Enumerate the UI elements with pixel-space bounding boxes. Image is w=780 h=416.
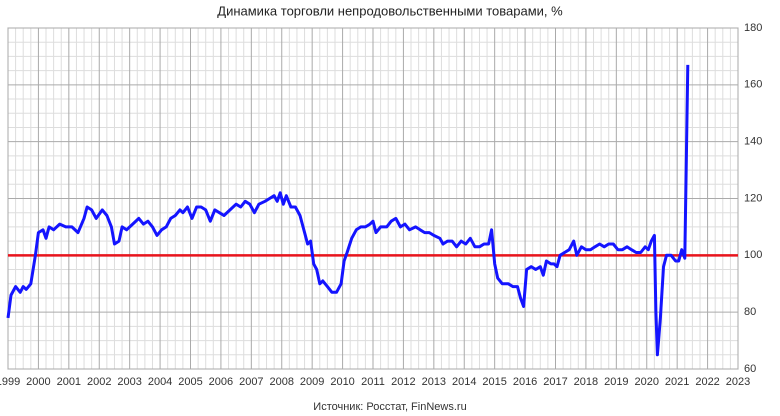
x-tick-label: 2016 [513,376,537,388]
x-tick-label: 2019 [604,376,628,388]
x-tick-label: 2023 [726,376,750,388]
x-tick-label: 2017 [543,376,567,388]
x-tick-label: 2020 [635,376,659,388]
y-tick-label: 80 [744,306,756,318]
y-tick-label: 140 [744,136,762,148]
x-tick-label: 2004 [148,376,172,388]
x-tick-label: 1999 [0,376,20,388]
data-line [6,64,690,357]
x-tick-label: 2009 [300,376,324,388]
x-tick-label: 2006 [209,376,233,388]
y-tick-label: 180 [744,22,762,34]
y-tick-label: 160 [744,79,762,91]
y-tick-label: 100 [744,249,762,261]
x-tick-label: 2000 [26,376,50,388]
x-tick-label: 2005 [178,376,202,388]
y-tick-label: 60 [744,363,756,375]
x-tick-label: 2002 [87,376,111,388]
y-tick-label: 120 [744,192,762,204]
x-tick-label: 2008 [270,376,294,388]
x-tick-label: 2003 [117,376,141,388]
x-tick-label: 2007 [239,376,263,388]
x-tick-label: 2013 [422,376,446,388]
x-tick-label: 2012 [391,376,415,388]
x-tick-label: 2015 [482,376,506,388]
x-tick-label: 2022 [695,376,719,388]
x-tick-label: 2001 [57,376,81,388]
x-tick-label: 2018 [574,376,598,388]
x-tick-label: 2010 [330,376,354,388]
chart-title: Динамика торговли непродовольственными т… [217,3,563,18]
source-note: Источник: Росстат, FinNews.ru [313,401,466,413]
x-tick-label: 2021 [665,376,689,388]
x-tick-label: 2011 [361,376,385,388]
x-tick-label: 2014 [452,376,476,388]
